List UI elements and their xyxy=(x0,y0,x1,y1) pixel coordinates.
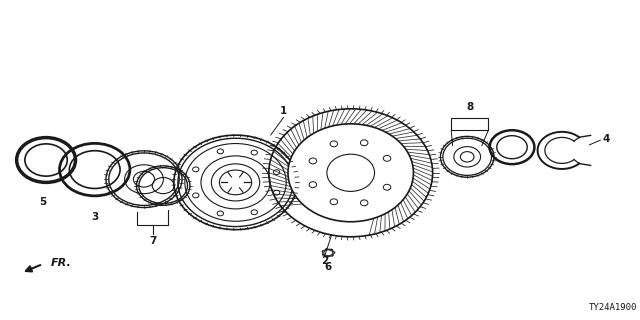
Text: 1: 1 xyxy=(280,106,287,116)
Ellipse shape xyxy=(288,124,413,222)
Bar xyxy=(451,118,488,130)
Text: TY24A1900: TY24A1900 xyxy=(588,303,637,312)
Text: 5: 5 xyxy=(39,197,47,207)
Text: 2: 2 xyxy=(321,256,329,266)
Text: 8: 8 xyxy=(466,102,474,112)
Text: FR.: FR. xyxy=(51,258,72,268)
Text: 7: 7 xyxy=(149,236,156,246)
Text: 4: 4 xyxy=(602,134,610,144)
Text: 6: 6 xyxy=(324,262,332,272)
Text: 3: 3 xyxy=(91,212,99,222)
